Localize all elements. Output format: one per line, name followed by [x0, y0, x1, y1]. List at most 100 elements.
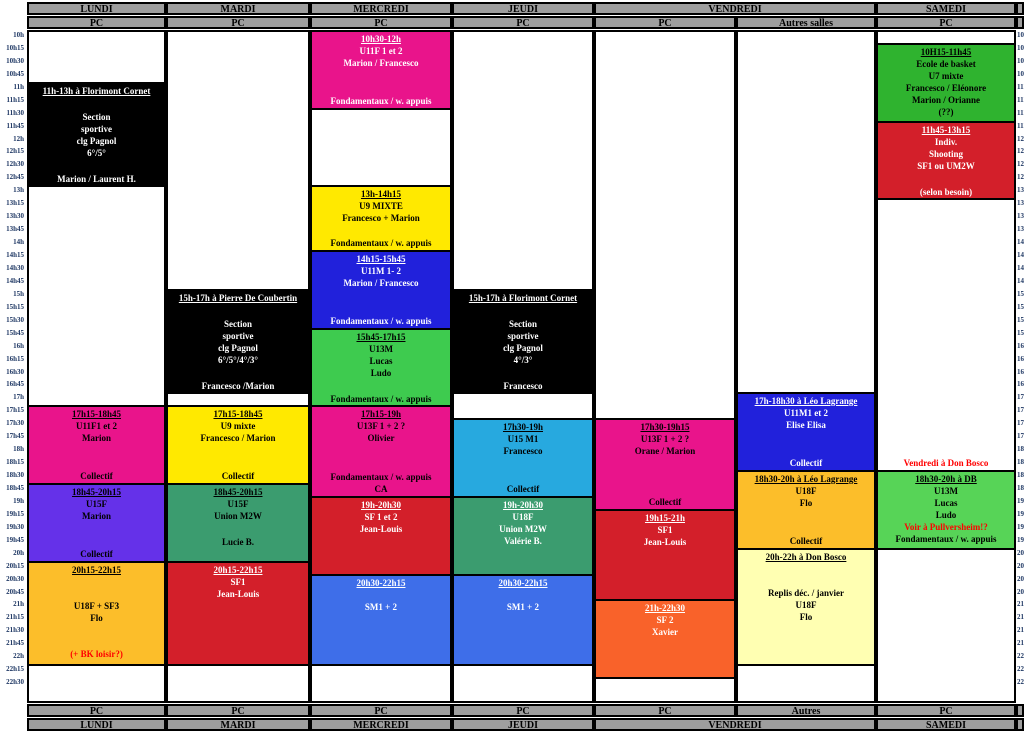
session-line: U11F 1 et 2 [359, 46, 403, 56]
session-line: sportive [81, 124, 112, 134]
session-lines: U11M 1- 2 Marion / Francesco [313, 265, 449, 315]
session-footer: Fondamentaux / w. appuis [313, 237, 449, 249]
session-block[interactable]: 21h-22h30 SF 2 Xavier [594, 599, 736, 679]
time-label: 18h30 [6, 471, 24, 479]
session-line: Union M2W [499, 524, 547, 534]
session-block[interactable]: 17h30-19h U15 M1 Francesco Collectif [452, 418, 594, 498]
time-label: 16h15 [1017, 355, 1024, 363]
time-label: 12h45 [6, 173, 24, 181]
session-block[interactable]: 17h15-19h U13F 1 + 2 ? Olivier Fondamentaux… [310, 405, 452, 498]
time-label: 13h30 [1017, 212, 1024, 220]
session-line: Fondamentaux / w. appuis [895, 534, 997, 544]
day-footer-mercredi: MERCREDI [310, 718, 452, 731]
session-block[interactable]: 14h15-15h45 U11M 1- 2 Marion / Francesco Fo… [310, 250, 452, 330]
session-block[interactable]: 13h-14h15 U9 MIXTE Francesco + Marion Fonda… [310, 185, 452, 252]
session-line: clg Pagnol [218, 343, 258, 353]
session-block[interactable]: 20h-22h à Don Bosco Replis déc. / janvier… [736, 548, 876, 666]
session-block[interactable]: 19h15-21h SF1 Jean-Louis [594, 509, 736, 602]
time-label: 20h45 [6, 588, 24, 596]
session-block[interactable]: 19h-20h30 U18F Union M2W Valérie B. [452, 496, 594, 576]
time-label: 10h [13, 31, 24, 39]
session-line: Section [509, 319, 537, 329]
session-block[interactable]: 17h15-18h45 U11F1 et 2 Marion Collectif [27, 405, 166, 485]
session-block[interactable]: 15h-17h à Florimont Cornet Section sportiv… [452, 289, 594, 395]
time-label: 15h45 [1017, 329, 1024, 337]
time-label: 22h15 [6, 665, 24, 673]
room-header: PC [876, 16, 1016, 29]
session-line: U11M 1- 2 [361, 266, 401, 276]
time-label: 17h30 [1017, 419, 1024, 427]
session-block[interactable]: 17h-18h30 à Léo Lagrange U11M1 et 2 Elise … [736, 392, 876, 472]
session-block[interactable]: 20h15-22h15 U18F + SF3 Flo (+ BK loisir?) [27, 561, 166, 667]
session-block[interactable]: 17h15-18h45 U9 mixte Francesco / Marion Col… [166, 405, 310, 485]
session-footer: Collectif [30, 470, 163, 482]
time-label: 21h30 [1017, 626, 1024, 634]
time-label: 17h [13, 393, 24, 401]
session-line: Jean-Louis [643, 537, 687, 547]
time-label: 14h45 [6, 277, 24, 285]
session-block[interactable]: 11h-13h à Florimont Cornet Section sportiv… [27, 82, 166, 188]
session-line: SF1 [230, 577, 246, 587]
time-label: 20h30 [1017, 575, 1024, 583]
day-header-jeudi: JEUDI [452, 2, 594, 15]
time-label: 19h [13, 497, 24, 505]
session-lines: Ecole de basket U7 mixte Francesco / Eléon… [879, 58, 1013, 118]
session-block[interactable]: 15h45-17h15 U13M Lucas Ludo Fondamentaux / w… [310, 328, 452, 408]
header-stub [1016, 718, 1024, 731]
session-block[interactable]: 17h30-19h15 U13F 1 + 2 ? Orane / Marion Col… [594, 418, 736, 511]
session-line: Voir à Pullversheim!? [904, 522, 988, 532]
session-block[interactable]: 15h-17h à Pierre De Coubertin Section spor… [166, 289, 310, 395]
session-block[interactable]: 18h30-20h à DB U13M Lucas Ludo Voir à Pullve… [876, 470, 1016, 550]
session-footer-line: Collectif [789, 458, 823, 468]
time-label: 19h45 [6, 536, 24, 544]
time-label: 21h30 [6, 626, 24, 634]
session-block[interactable]: 18h30-20h à Léo Lagrange U18F Flo Collectif [736, 470, 876, 550]
time-label: 22h [13, 652, 24, 660]
time-label: 15h15 [1017, 303, 1024, 311]
session-lines: Section sportive clg Pagnol 6°/5°/4°/3° [169, 304, 307, 380]
time-label: 15h15 [6, 303, 24, 311]
session-footer-line: CA [374, 484, 388, 494]
session-line: Marion / Francesco [343, 278, 419, 288]
session-lines: U15F Union M2W [169, 498, 307, 536]
time-label: 18h45 [6, 484, 24, 492]
time-label: 17h15 [6, 406, 24, 414]
session-time: 17h-18h30 à Léo Lagrange [754, 396, 858, 406]
session-line: (??) [938, 107, 954, 117]
session-block[interactable]: 18h45-20h15 U15F Marion Collectif [27, 483, 166, 563]
session-line: Marion [82, 511, 111, 521]
session-line: SM1 + 2 [364, 602, 398, 612]
day-header-mercredi: MERCREDI [310, 2, 452, 15]
time-label: 10h15 [6, 44, 24, 52]
session-block[interactable]: 19h-20h30 SF 1 et 2 Jean-Louis [310, 496, 452, 576]
session-time: 19h-20h30 [360, 500, 401, 510]
time-label: 10h45 [1017, 70, 1024, 78]
session-lines: SF 2 Xavier [597, 614, 733, 638]
session-block[interactable]: 20h30-22h15 SM1 + 2 [310, 574, 452, 667]
time-label: 10h30 [1017, 57, 1024, 65]
time-label: 15h45 [6, 329, 24, 337]
room-footer: PC [452, 704, 594, 717]
time-label: 21h45 [6, 639, 24, 647]
session-line: Flo [90, 613, 103, 623]
session-line: Marion / Orianne [912, 95, 980, 105]
session-block[interactable]: 11h45-13h15 Indiv. Shooting SF1 ou UM2W (sel… [876, 121, 1016, 201]
session-time: 19h15-21h [644, 513, 685, 523]
session-block[interactable]: 18h45-20h15 U15F Union M2W Lucie B. [166, 483, 310, 563]
time-label: 10h45 [6, 70, 24, 78]
session-footer: Collectif [455, 483, 591, 495]
session-block[interactable]: Vendredi à Don Bosco [876, 198, 1016, 472]
session-lines: Indiv. Shooting SF1 ou UM2W [879, 136, 1013, 186]
session-block[interactable]: 20h15-22h15 SF1 Jean-Louis [166, 561, 310, 667]
time-label: 16h [13, 342, 24, 350]
session-footer-line: Francesco /Marion [201, 381, 275, 391]
session-footer: Francesco [455, 380, 591, 392]
time-label: 17h45 [6, 432, 24, 440]
time-label: 14h30 [6, 264, 24, 272]
session-line: sportive [222, 331, 254, 341]
session-block[interactable]: 10h30-12h U11F 1 et 2 Marion / Francesco Fo… [310, 30, 452, 110]
session-block[interactable]: 10H15-11h45 Ecole de basket U7 mixte France… [876, 43, 1016, 123]
session-footer-line: Collectif [80, 471, 113, 481]
session-block[interactable]: 20h30-22h15 SM1 + 2 [452, 574, 594, 667]
session-line: Ludo [370, 368, 392, 378]
